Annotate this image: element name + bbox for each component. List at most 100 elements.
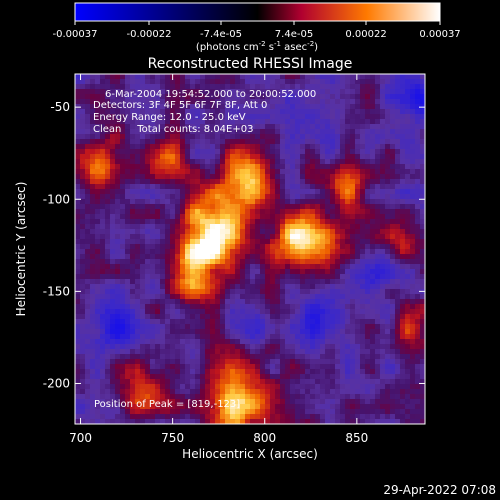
heatmap-cell xyxy=(420,364,425,370)
heatmap-cell xyxy=(355,264,361,270)
heatmap-cell xyxy=(180,174,186,180)
heatmap-cell xyxy=(225,264,231,270)
heatmap-cell xyxy=(110,254,116,260)
heatmap-cell xyxy=(280,169,286,175)
heatmap-cell xyxy=(315,379,321,385)
heatmap-cell xyxy=(300,374,306,380)
heatmap-cell xyxy=(205,299,211,305)
heatmap-cell xyxy=(165,394,171,400)
heatmap-cell xyxy=(295,309,301,315)
heatmap-cell xyxy=(245,134,251,140)
heatmap-cell xyxy=(385,374,391,380)
heatmap-cell xyxy=(355,219,361,225)
heatmap-cell xyxy=(285,129,291,135)
heatmap-cell xyxy=(100,289,106,295)
heatmap-cell xyxy=(405,364,411,370)
heatmap-cell xyxy=(415,414,421,420)
heatmap-cell xyxy=(280,199,286,205)
heatmap-cell xyxy=(295,369,301,375)
heatmap-cell xyxy=(305,169,311,175)
heatmap-cell xyxy=(415,359,421,365)
heatmap-cell xyxy=(145,104,151,110)
heatmap-cell xyxy=(340,114,346,120)
heatmap-cell xyxy=(390,369,396,375)
heatmap-cell xyxy=(375,379,381,385)
heatmap-cell xyxy=(135,104,141,110)
heatmap-cell xyxy=(245,249,251,255)
heatmap-cell xyxy=(355,199,361,205)
heatmap-cell xyxy=(355,364,361,370)
heatmap-cell xyxy=(420,139,425,145)
heatmap-cell xyxy=(180,409,186,415)
heatmap-cell xyxy=(90,419,96,424)
heatmap-cell xyxy=(95,104,101,110)
heatmap-cell xyxy=(310,154,316,160)
heatmap-cell xyxy=(330,374,336,380)
heatmap-cell xyxy=(180,419,186,424)
heatmap-cell xyxy=(145,289,151,295)
heatmap-cell xyxy=(120,354,126,360)
heatmap-cell xyxy=(315,89,321,95)
heatmap-cell xyxy=(290,124,296,130)
heatmap-cell xyxy=(335,224,341,230)
heatmap-cell xyxy=(185,179,191,185)
heatmap-cell xyxy=(300,334,306,340)
heatmap-cell xyxy=(255,144,261,150)
heatmap-cell xyxy=(260,279,266,285)
heatmap-cell xyxy=(185,244,191,250)
heatmap-cell xyxy=(355,184,361,190)
heatmap-cell xyxy=(255,404,261,410)
heatmap-cell xyxy=(175,419,181,424)
heatmap-cell xyxy=(330,214,336,220)
heatmap-cell xyxy=(140,199,146,205)
heatmap-cell xyxy=(325,94,331,100)
heatmap-cell xyxy=(155,249,161,255)
heatmap-cell xyxy=(245,139,251,145)
heatmap-cell xyxy=(155,104,161,110)
heatmap-cell xyxy=(390,379,396,385)
heatmap-cell xyxy=(165,194,171,200)
heatmap-cell xyxy=(280,294,286,300)
heatmap-cell xyxy=(175,374,181,380)
heatmap-cell xyxy=(365,289,371,295)
heatmap-cell xyxy=(170,169,176,175)
heatmap-cell xyxy=(105,239,111,245)
heatmap-cell xyxy=(410,109,416,115)
heatmap-cell xyxy=(255,209,261,215)
heatmap-cell xyxy=(160,154,166,160)
heatmap-cell xyxy=(270,124,276,130)
heatmap-cell xyxy=(120,339,126,345)
heatmap-cell xyxy=(90,124,96,130)
heatmap-cell xyxy=(190,369,196,375)
heatmap-cell xyxy=(135,249,141,255)
heatmap-cell xyxy=(145,194,151,200)
heatmap-cell xyxy=(190,149,196,155)
heatmap-cell xyxy=(275,169,281,175)
heatmap-cell xyxy=(340,139,346,145)
heatmap-cell xyxy=(340,409,346,415)
heatmap-cell xyxy=(120,279,126,285)
heatmap-cell xyxy=(360,379,366,385)
heatmap-cell xyxy=(330,169,336,175)
heatmap-cell xyxy=(300,264,306,270)
heatmap-cell xyxy=(160,204,166,210)
heatmap-cell xyxy=(355,274,361,280)
heatmap-cell xyxy=(385,94,391,100)
heatmap-cell xyxy=(405,414,411,420)
heatmap-cell xyxy=(335,249,341,255)
heatmap-cell xyxy=(155,184,161,190)
heatmap-cell xyxy=(385,244,391,250)
heatmap-cell xyxy=(365,104,371,110)
heatmap-cell xyxy=(415,184,421,190)
heatmap-cell xyxy=(140,169,146,175)
heatmap-cell xyxy=(335,354,341,360)
heatmap-cell xyxy=(160,179,166,185)
heatmap-cell xyxy=(215,339,221,345)
heatmap-cell xyxy=(230,204,236,210)
heatmap-cell xyxy=(150,229,156,235)
heatmap-cell xyxy=(90,354,96,360)
heatmap-cell xyxy=(205,274,211,280)
heatmap-cell xyxy=(160,319,166,325)
heatmap-cell xyxy=(165,199,171,205)
heatmap-cell xyxy=(365,374,371,380)
